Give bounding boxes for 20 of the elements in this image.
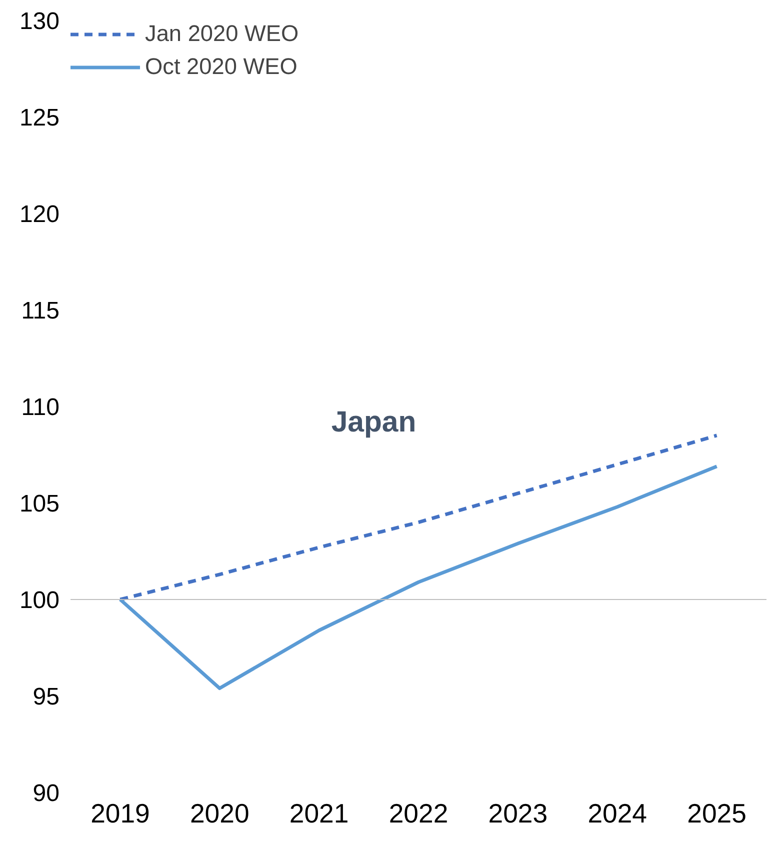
x-tick-label: 2024 (588, 798, 648, 828)
line-series (118, 464, 719, 690)
y-tick-label: 110 (21, 394, 60, 421)
x-tick-label: 2025 (687, 798, 746, 828)
legend-label: Jan 2020 WEO (145, 20, 299, 47)
y-tick-label: 115 (21, 298, 60, 324)
x-tick-label: 2019 (90, 798, 150, 828)
x-tick-label: 2023 (488, 798, 548, 828)
text: Japan (331, 405, 416, 438)
y-tick-label: 90 (32, 780, 60, 807)
legend-label: Oct 2020 WEO (145, 53, 298, 80)
y-tick-label: 120 (19, 201, 60, 228)
x-tick-label: 2020 (190, 798, 250, 828)
y-tick-label: 130 (19, 8, 60, 35)
y-tick-label: 125 (19, 104, 60, 132)
y-tick-label: 95 (32, 684, 60, 710)
y-tick-label: 100 (19, 587, 60, 614)
x-tick-label: 2021 (289, 798, 349, 828)
x-tick-label: 2022 (388, 798, 448, 828)
y-tick-label: 105 (19, 490, 60, 518)
